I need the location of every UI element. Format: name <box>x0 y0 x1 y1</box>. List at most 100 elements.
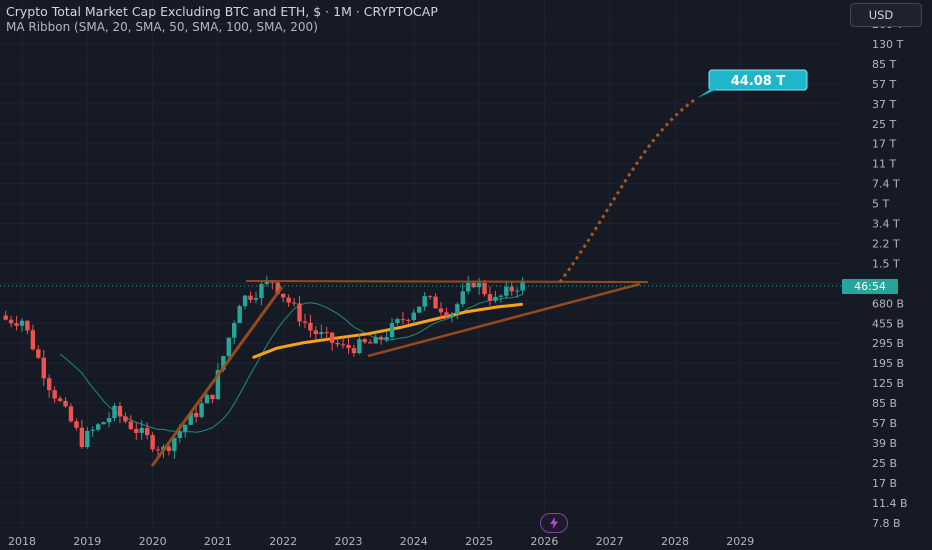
candle-body <box>329 332 335 343</box>
time-axis[interactable]: 2018 2019 2020 2021 2022 2023 2024 2025 2026 2027… <box>8 535 754 548</box>
time-tick-label: 2020 <box>139 535 167 548</box>
time-tick-label: 2027 <box>596 535 624 548</box>
price-tick-label: 25 B <box>872 457 897 470</box>
candle-body <box>166 446 172 451</box>
candle-body <box>460 291 465 305</box>
price-tick-label: 1.5 T <box>872 257 900 270</box>
candle-body <box>47 378 52 391</box>
candle-body <box>422 296 427 307</box>
candle-body <box>221 356 226 371</box>
candle-body <box>291 302 297 304</box>
projection-dotted-line <box>558 96 698 283</box>
current-price-tag <box>842 279 898 294</box>
candle-body <box>427 296 433 298</box>
price-tick-label: 85 B <box>872 397 897 410</box>
candle-body <box>302 321 308 323</box>
candles <box>3 275 525 459</box>
price-tick-label: 195 B <box>872 357 904 370</box>
candle-body <box>215 370 221 400</box>
candle-body <box>498 295 504 297</box>
currency-button[interactable]: USD <box>850 3 922 27</box>
candle-body <box>346 344 351 349</box>
candle-body <box>41 357 46 379</box>
time-tick-label: 2019 <box>73 535 101 548</box>
candle-body <box>455 304 460 315</box>
candle-body <box>433 296 438 309</box>
price-tick-label: 3.4 T <box>872 218 900 231</box>
indicator-label[interactable]: MA Ribbon (SMA, 20, SMA, 50, SMA, 100, S… <box>6 20 318 34</box>
ma-20-line <box>59 294 523 433</box>
candle-body <box>74 421 79 428</box>
rising-trendline-2020 <box>150 286 284 467</box>
candle-body <box>357 339 362 354</box>
candle-body <box>248 295 253 300</box>
candle-body <box>319 332 324 335</box>
candle-body <box>128 421 134 430</box>
candle-body <box>253 298 259 300</box>
candle-body <box>406 319 411 321</box>
candle-body <box>324 332 329 334</box>
price-labels: 46:54 44.08 T <box>0 69 898 294</box>
candle-body <box>466 282 471 292</box>
candle-body <box>373 336 378 344</box>
time-tick-label: 2018 <box>8 535 36 548</box>
price-tick-label: 7.4 T <box>872 178 900 191</box>
candle-body <box>14 323 19 326</box>
price-tick-label: 130 T <box>872 38 903 51</box>
candle-body <box>150 435 155 450</box>
candle-body <box>30 330 36 350</box>
candle-body <box>63 400 68 407</box>
candle-body <box>286 297 291 303</box>
candle-body <box>275 282 280 294</box>
time-tick-label: 2025 <box>465 535 493 548</box>
candle-body <box>378 336 384 340</box>
lightning-icon[interactable] <box>540 513 568 533</box>
resistance-trendline <box>245 280 649 283</box>
candle-body <box>210 394 215 400</box>
candle-body <box>177 431 183 439</box>
candle-body <box>487 294 493 301</box>
candle-body <box>259 284 264 299</box>
candle-body <box>335 342 340 345</box>
price-tick-label: 295 B <box>872 337 904 350</box>
candle-body <box>520 281 525 291</box>
price-tick-label: 7.8 B <box>872 517 901 530</box>
ma-ribbon <box>59 294 523 433</box>
candle-body <box>123 416 128 422</box>
candle-body <box>68 406 74 422</box>
price-tick-label: 2.2 T <box>872 237 900 250</box>
chart-title: Crypto Total Market Cap Excluding BTC an… <box>6 4 438 19</box>
candle-body <box>3 315 8 320</box>
candle-body <box>340 344 346 346</box>
price-tick-label: 11.4 B <box>872 497 908 510</box>
candle-body <box>482 282 487 295</box>
candle-body <box>193 412 199 417</box>
candle-body <box>52 390 57 399</box>
candle-body <box>188 412 193 425</box>
candle-body <box>139 427 144 433</box>
gridlines <box>0 0 842 530</box>
candle-body <box>8 319 14 324</box>
time-tick-label: 2026 <box>530 535 558 548</box>
price-tick-label: 57 B <box>872 417 897 430</box>
candle-body <box>199 403 204 417</box>
ascending-support-trendline <box>367 282 641 358</box>
candle-body <box>476 282 482 288</box>
candle-body <box>117 405 123 417</box>
candle-body <box>79 427 85 448</box>
price-tick-label: 11 T <box>872 158 896 171</box>
price-tick-label: 39 B <box>872 437 897 450</box>
candle-body <box>144 427 150 436</box>
price-tick-label: 25 T <box>872 118 896 131</box>
candle-body <box>471 282 476 288</box>
candle-body <box>297 303 302 322</box>
candle-body <box>493 296 498 301</box>
candle-body <box>57 398 63 401</box>
price-axis[interactable]: 200 T130 T85 T57 T37 T25 T17 T11 T7.4 T5… <box>872 18 908 530</box>
price-tick-label: 125 B <box>872 377 904 390</box>
candle-body <box>232 323 237 338</box>
candle-body <box>384 337 389 340</box>
candle-body <box>514 290 520 292</box>
time-tick-label: 2021 <box>204 535 232 548</box>
